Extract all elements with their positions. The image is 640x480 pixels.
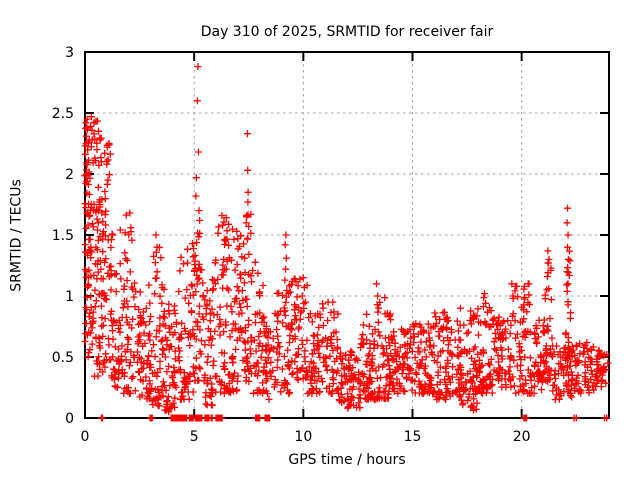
- y-tick-label: 3: [65, 45, 74, 61]
- x-tick-label: 0: [81, 429, 90, 445]
- tick-labels: 0 5 10 15 20 0 0.5 1 1.5 2 2.5 3: [52, 45, 531, 445]
- x-tick-label: 10: [294, 429, 312, 445]
- y-tick-label: 2: [65, 167, 74, 183]
- y-tick-label: 0.5: [52, 350, 74, 366]
- y-axis-label: SRMTID / TECUs: [8, 179, 25, 292]
- data-points: [81, 63, 612, 422]
- y-tick-label: 1: [65, 289, 74, 305]
- y-tick-label: 2.5: [52, 106, 74, 122]
- x-axis-label: GPS time / hours: [288, 452, 406, 468]
- y-tick-label: 1.5: [52, 228, 74, 244]
- plot-border: [84, 51, 610, 419]
- x-tick-label: 20: [513, 429, 531, 445]
- grid-lines: [85, 52, 609, 418]
- x-tick-label: 5: [190, 429, 199, 445]
- x-tick-label: 15: [404, 429, 422, 445]
- chart-title: Day 310 of 2025, SRMTID for receiver fai…: [200, 24, 494, 40]
- y-tick-label: 0: [65, 411, 74, 427]
